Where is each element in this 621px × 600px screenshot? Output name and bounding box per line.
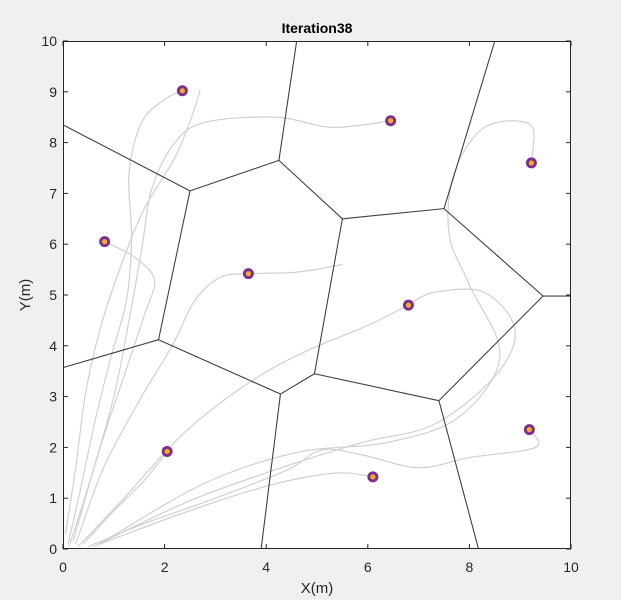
voronoi-edge — [443, 40, 496, 209]
x-tick-label: 8 — [466, 559, 474, 575]
trajectory-line — [103, 120, 535, 542]
voronoi-edge — [443, 208, 544, 297]
agent-layer — [99, 85, 537, 483]
x-tick-label: 4 — [262, 559, 270, 575]
trajectory-line — [72, 241, 156, 542]
voronoi-edge — [158, 339, 281, 395]
trajectory-line — [75, 263, 343, 545]
agent-marker-center — [179, 88, 185, 94]
agent-marker-center — [528, 160, 534, 166]
voronoi-edge — [62, 124, 191, 192]
x-axis: 0 2 4 6 8 10 — [59, 41, 579, 575]
y-axis-label: Y(m) — [17, 279, 34, 312]
plot-area — [63, 41, 571, 549]
agent-marker-center — [405, 302, 412, 308]
voronoi-edge — [189, 159, 280, 192]
y-tick-label: 7 — [49, 185, 57, 201]
x-tick-label: 10 — [563, 559, 579, 575]
voronoi-edge — [278, 40, 298, 161]
x-tick-label: 0 — [59, 559, 67, 575]
y-tick-label: 8 — [49, 135, 57, 151]
y-tick-label: 9 — [49, 84, 57, 100]
y-tick-label: 0 — [49, 541, 57, 557]
agent-marker-center — [245, 271, 252, 277]
agent-marker-center — [526, 427, 532, 433]
agent-marker-center — [164, 448, 170, 455]
voronoi-edge — [438, 400, 480, 550]
x-tick-label: 2 — [161, 559, 169, 575]
voronoi-edge — [278, 159, 343, 220]
trajectory-line — [77, 304, 409, 547]
y-tick-label: 3 — [49, 389, 57, 405]
x-axis-label: X(m) — [301, 580, 334, 597]
agent-marker-center — [370, 474, 376, 480]
agent-marker-center — [102, 239, 108, 245]
y-tick-label: 10 — [41, 33, 57, 49]
voronoi-edge — [260, 393, 281, 550]
y-tick-label: 4 — [49, 338, 57, 354]
y-tick-label: 2 — [49, 439, 57, 455]
trajectory-line — [98, 288, 516, 545]
chart-title: Iteration38 — [282, 20, 353, 36]
trajectory-line — [68, 116, 391, 547]
voronoi-edge-layer — [62, 40, 571, 550]
voronoi-edge — [62, 339, 159, 369]
trajectory-line — [82, 451, 168, 545]
voronoi-edge — [157, 190, 191, 340]
y-tick-label: 6 — [49, 236, 57, 252]
voronoi-edge — [314, 373, 440, 402]
x-tick-label: 6 — [364, 559, 372, 575]
agent-marker-center — [388, 118, 394, 124]
trajectory-line — [67, 90, 183, 545]
y-axis: 0 1 2 3 4 5 6 7 8 9 10 — [41, 33, 571, 557]
trajectory-line — [64, 89, 201, 534]
trajectory-line — [88, 429, 540, 548]
voronoi-edge — [313, 218, 343, 374]
voronoi-edge — [342, 208, 445, 220]
y-tick-label: 5 — [49, 287, 57, 303]
voronoi-edge — [438, 295, 544, 402]
voronoi-edge — [280, 373, 315, 395]
y-tick-label: 1 — [49, 490, 57, 506]
